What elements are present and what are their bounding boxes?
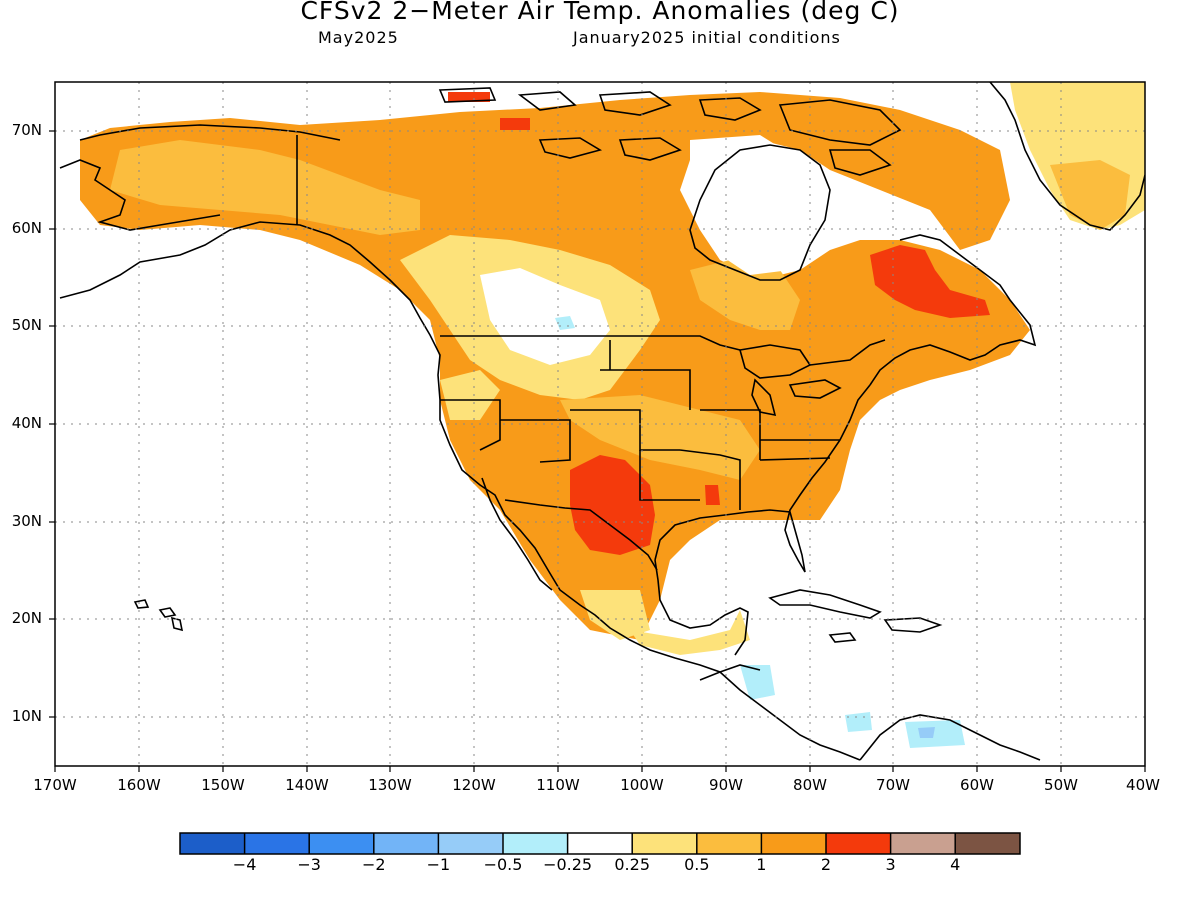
colorbar-label: −0.5 xyxy=(483,855,523,874)
map-plot-area xyxy=(55,82,1145,766)
lat-label: 20N xyxy=(11,609,42,627)
colorbar-swatch xyxy=(826,833,891,854)
colorbar-label: 2 xyxy=(820,855,832,874)
colorbar-swatch xyxy=(761,833,826,854)
lat-label: 50N xyxy=(11,316,42,334)
colorbar-swatch xyxy=(567,833,633,854)
lon-label: 110W xyxy=(536,776,580,794)
coastlines xyxy=(59,82,1145,761)
lat-label: 30N xyxy=(11,512,42,530)
lon-label: 150W xyxy=(201,776,245,794)
anomaly-shading xyxy=(80,82,1145,748)
colorbar-swatch xyxy=(244,833,310,854)
lon-label: 70W xyxy=(876,776,910,794)
lon-label: 100W xyxy=(620,776,664,794)
colorbar-label: 1 xyxy=(756,855,767,874)
colorbar-swatch xyxy=(438,833,503,854)
colorbar-swatch xyxy=(180,833,245,854)
lat-label: 60N xyxy=(11,219,42,237)
lat-label: 70N xyxy=(11,121,42,139)
lat-label: 40N xyxy=(11,414,42,432)
lon-label: 40W xyxy=(1126,776,1160,794)
colorbar-swatch xyxy=(373,833,439,854)
lon-label: 140W xyxy=(285,776,329,794)
lon-label: 170W xyxy=(33,776,77,794)
axis-ticks xyxy=(49,130,1146,772)
colorbar-label: −1 xyxy=(426,855,451,874)
colorbar-label: −3 xyxy=(297,855,321,874)
lat-label: 10N xyxy=(11,707,42,725)
graticule xyxy=(55,82,1145,766)
colorbar-label: 4 xyxy=(950,855,961,874)
colorbar-swatch xyxy=(503,833,568,854)
lon-label: 60W xyxy=(960,776,994,794)
colorbar-label: 3 xyxy=(885,855,896,874)
colorbar-swatch xyxy=(890,833,956,854)
colorbar-swatch xyxy=(696,833,762,854)
colorbar-label: −0.25 xyxy=(543,855,593,874)
colorbar-label: 0.25 xyxy=(614,855,650,874)
colorbar-swatch xyxy=(955,833,1020,854)
lon-label: 50W xyxy=(1044,776,1078,794)
colorbar xyxy=(179,832,1021,855)
borders xyxy=(296,135,886,681)
map-title: CFSv2 2−Meter Air Temp. Anomalies (deg C… xyxy=(300,0,900,25)
lon-label: 90W xyxy=(709,776,743,794)
forecast-month: May2025 xyxy=(318,28,399,47)
lon-label: 120W xyxy=(452,776,496,794)
colorbar-label: −4 xyxy=(232,855,257,874)
lon-label: 130W xyxy=(368,776,412,794)
lon-label: 160W xyxy=(117,776,161,794)
initial-conditions: January2025 initial conditions xyxy=(573,28,841,47)
colorbar-label: 0.5 xyxy=(684,855,710,874)
colorbar-swatch xyxy=(309,833,374,854)
colorbar-swatch xyxy=(632,833,697,854)
colorbar-label: −2 xyxy=(362,855,386,874)
lon-label: 80W xyxy=(793,776,827,794)
